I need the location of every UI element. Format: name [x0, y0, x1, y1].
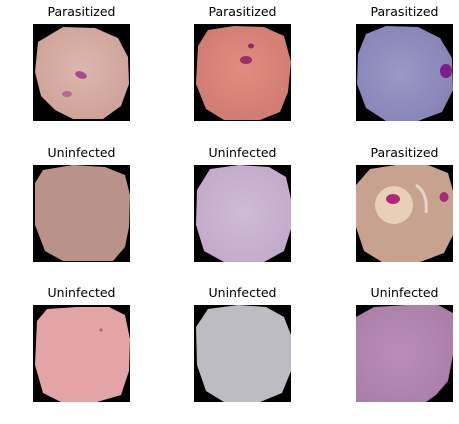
panel-title: Uninfected: [208, 145, 277, 160]
cell-image: [356, 165, 453, 262]
cell-image: [356, 24, 453, 121]
panel-title: Parasitized: [370, 145, 439, 160]
cell-image: [33, 305, 130, 402]
panel-title: Uninfected: [47, 285, 116, 300]
cell-image: [33, 24, 130, 121]
panel-title: Uninfected: [208, 285, 277, 300]
panel-title: Parasitized: [47, 4, 116, 19]
cell-image: [194, 165, 291, 262]
panel-title: Uninfected: [370, 285, 439, 300]
panel-title: Parasitized: [370, 4, 439, 19]
panel-title: Parasitized: [208, 4, 277, 19]
cell-image: [194, 305, 291, 402]
cell-image: [33, 165, 130, 262]
cell-image: [356, 305, 453, 402]
cell-image: [194, 24, 291, 121]
panel-title: Uninfected: [47, 145, 116, 160]
